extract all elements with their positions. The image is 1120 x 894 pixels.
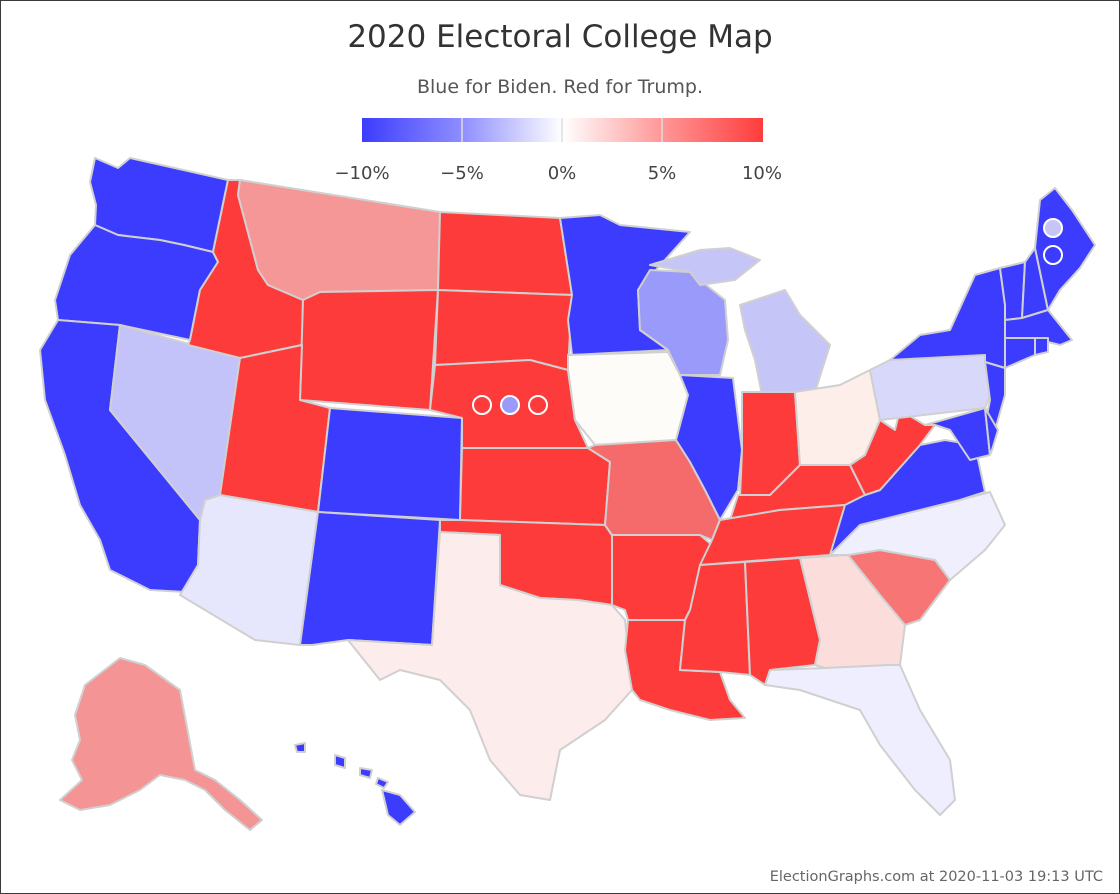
district-marker-me1[interactable] [1043,218,1063,238]
state-tx[interactable] [347,531,633,801]
state-il[interactable] [675,374,743,521]
state-me[interactable] [1034,187,1096,311]
credit-line: ElectionGraphs.com at 2020-11-03 19:13 U… [770,869,1103,885]
state-hi[interactable] [294,742,416,826]
state-nd[interactable] [437,211,573,296]
map-subtitle: Blue for Biden. Red for Trump. [417,76,703,98]
state-ny[interactable] [889,267,1006,369]
district-marker-ne2[interactable] [500,395,520,415]
state-nm[interactable] [299,511,441,646]
state-wi[interactable] [637,269,729,376]
legend-tick-label: 0% [548,163,577,184]
state-de[interactable] [984,407,999,456]
district-marker-ne3[interactable] [528,395,548,415]
state-co[interactable] [317,407,463,521]
states-layer [39,157,1096,831]
state-fl[interactable] [764,664,956,816]
state-sd[interactable] [434,289,573,371]
legend-tick-label: −5% [440,163,484,184]
district-markers [472,218,1063,415]
state-ri[interactable] [1034,337,1049,356]
state-ia[interactable] [567,351,689,446]
state-wy[interactable] [299,289,439,411]
state-ak[interactable] [59,657,263,831]
legend-tick-label: 10% [742,163,782,184]
state-mt[interactable] [237,179,441,301]
state-ct[interactable] [1004,337,1036,369]
district-marker-me2[interactable] [1043,245,1063,265]
district-marker-ne1[interactable] [472,395,492,415]
legend-tick-label: 5% [648,163,677,184]
map-title: 2020 Electoral College Map [347,19,772,55]
legend-tick-label: −10% [334,163,389,184]
legend: −10% −5% 0% 5% 10% [334,118,782,184]
state-az[interactable] [179,494,319,646]
state-ks[interactable] [459,447,611,526]
